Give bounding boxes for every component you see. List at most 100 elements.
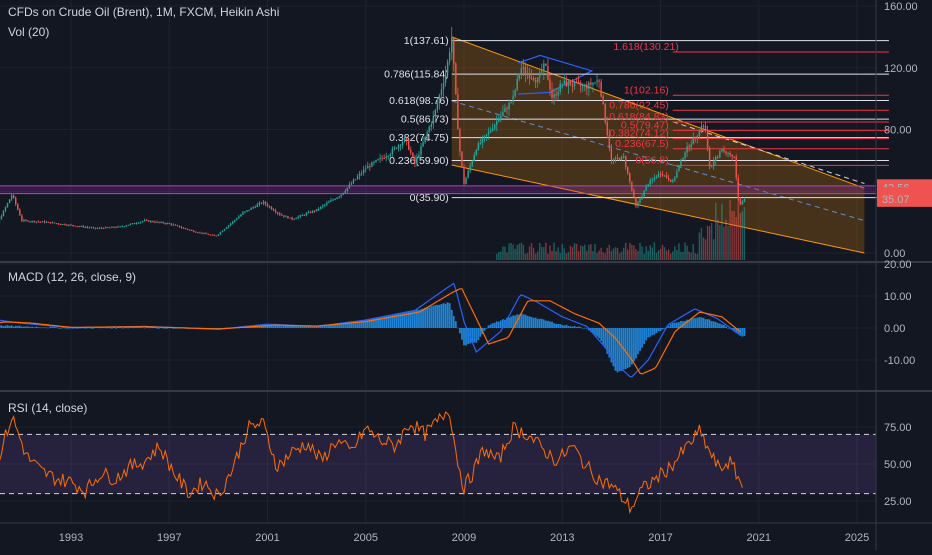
candle-body [177, 225, 178, 226]
candle-body [486, 134, 487, 135]
candle-body [25, 220, 26, 221]
volume-bar [695, 253, 696, 260]
fib-level-label: 0.786(115.84) [384, 69, 449, 81]
candle-body [48, 222, 49, 223]
candle-body [390, 154, 391, 156]
candle-body [463, 167, 464, 185]
macd-histogram-bar [439, 305, 441, 328]
candle-body [590, 83, 591, 85]
candle-body [709, 148, 710, 166]
candle-body [97, 228, 98, 229]
candle-body [562, 84, 563, 85]
macd-histogram-bar [723, 325, 725, 328]
candle-body [144, 220, 145, 221]
candle-body [273, 209, 274, 210]
macd-histogram-bar [637, 328, 639, 354]
candle-body [201, 233, 202, 234]
macd-histogram-bar [54, 327, 56, 328]
volume-bar [629, 243, 630, 260]
candle-body [422, 142, 423, 146]
support-zone[interactable] [0, 186, 876, 194]
volume-bar [578, 251, 579, 260]
candle-body [375, 160, 376, 162]
macd-histogram-bar [144, 328, 146, 329]
volume-bar [678, 243, 679, 260]
macd-histogram-bar [639, 328, 641, 351]
volume-bar [615, 247, 616, 260]
candle-body [355, 179, 356, 180]
candle-body [420, 146, 421, 155]
candle-body [179, 226, 180, 227]
macd-histogram-bar [565, 325, 567, 328]
volume-bar [729, 200, 730, 260]
candle-body [547, 66, 548, 80]
candle-body [279, 213, 280, 214]
macd-histogram-bar [109, 328, 111, 329]
candle-body [445, 73, 446, 83]
candle-body [46, 222, 47, 223]
candle-body [304, 215, 305, 216]
volume-bar [736, 217, 737, 260]
macd-histogram-bar [473, 328, 475, 343]
volume-bar [519, 244, 520, 260]
candle-body [551, 89, 552, 97]
candle-body [609, 135, 610, 148]
chart-title: CFDs on Crude Oil (Brent), 1M, FXCM, Hei… [8, 5, 279, 19]
candle-body [308, 212, 309, 213]
volume-bar [568, 252, 569, 260]
macd-histogram-bar [649, 328, 651, 337]
volume-bar [607, 248, 608, 260]
volume-bar [514, 249, 515, 260]
candle-body [570, 82, 571, 86]
candle-body [588, 83, 589, 89]
macd-histogram-bar [490, 324, 492, 328]
candle-body [660, 174, 661, 175]
macd-histogram-bar [555, 324, 557, 328]
candle-body [564, 81, 565, 84]
candle-body [394, 148, 395, 149]
candle-body [74, 226, 75, 227]
candle-body [295, 218, 296, 219]
macd-histogram-bar [41, 328, 43, 329]
volume-bar [723, 227, 724, 260]
volume-bar [643, 254, 644, 260]
candle-body [169, 223, 170, 224]
candle-body [733, 157, 734, 158]
macd-histogram-bar [93, 328, 95, 329]
candle-body [744, 199, 745, 201]
macd-histogram-bar [533, 318, 535, 328]
candle-body [582, 85, 583, 86]
time-tick-label: 1993 [59, 532, 83, 544]
volume-bar [742, 211, 743, 260]
candle-body [205, 233, 206, 234]
candle-body [78, 226, 79, 227]
macd-histogram-bar [561, 325, 563, 328]
macd-histogram-bar [58, 328, 60, 329]
volume-bar [570, 246, 571, 260]
volume-bar [738, 196, 739, 260]
macd-histogram-bar [525, 315, 527, 328]
fib-ext-label: 1.618(130.21) [613, 41, 678, 53]
macd-histogram-bar [9, 326, 11, 328]
candle-body [568, 82, 569, 86]
candle-body [594, 82, 595, 83]
time-tick-label: 2001 [255, 532, 279, 544]
candle-body [156, 222, 157, 223]
volume-bar [740, 213, 741, 260]
candle-body [54, 222, 55, 223]
candle-body [637, 202, 638, 206]
candle-body [388, 156, 389, 157]
candle-body [418, 155, 419, 158]
candle-body [232, 221, 233, 223]
candle-body [519, 74, 520, 79]
volume-bar [572, 247, 573, 260]
volume-bar [639, 243, 640, 260]
volume-bar [715, 203, 716, 260]
candle-body [76, 226, 77, 227]
macd-histogram-bar [463, 328, 465, 345]
candle-body [688, 146, 689, 147]
volume-bar [650, 245, 651, 260]
volume-bar [627, 250, 628, 260]
